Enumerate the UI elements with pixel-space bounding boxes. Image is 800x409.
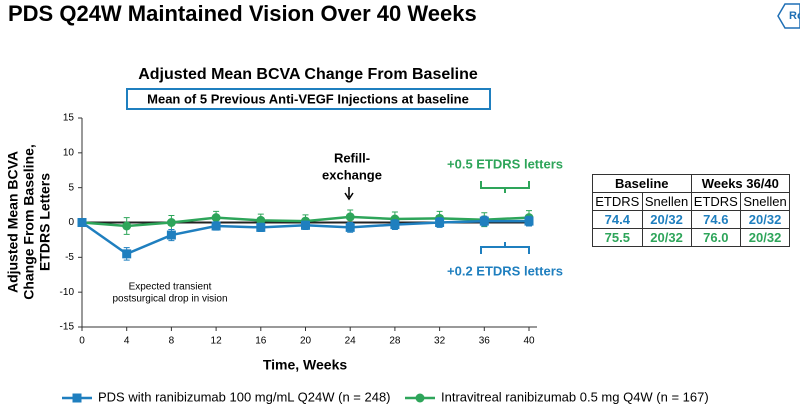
table-cell: 74.4 xyxy=(592,210,643,229)
x-tick-label: 36 xyxy=(479,336,491,347)
y-tick-label: -15 xyxy=(60,322,75,333)
marker xyxy=(211,213,221,223)
x-tick-label: 8 xyxy=(169,336,175,347)
marker xyxy=(345,222,355,232)
page-title: PDS Q24W Maintained Vision Over 40 Weeks xyxy=(8,1,477,26)
marker xyxy=(256,222,266,232)
marker xyxy=(122,221,132,231)
marker xyxy=(166,218,176,227)
table-cell: ETDRS xyxy=(592,192,643,211)
x-tick-label: 12 xyxy=(211,336,223,347)
annotation: +0.5 ETDRS letters xyxy=(447,156,563,171)
annotation: Expected transient xyxy=(129,282,212,293)
x-tick-label: 4 xyxy=(124,336,130,347)
marker xyxy=(479,216,489,226)
arrow xyxy=(344,187,354,201)
marker xyxy=(524,216,534,226)
annotation: Refill- xyxy=(334,150,370,165)
table-cell: Snellen xyxy=(641,192,692,211)
table-header: Baseline xyxy=(592,174,692,193)
x-tick-label: 28 xyxy=(389,336,401,347)
table-cell: 74.6 xyxy=(690,210,742,229)
bracket xyxy=(480,242,530,254)
table-cell: Snellen xyxy=(740,192,790,211)
marker xyxy=(435,218,445,227)
marker xyxy=(77,218,87,227)
summary-table: Baseline Weeks 36/40 ETDRS Snellen ETDRS Sne… xyxy=(592,174,791,247)
chart-subtitle: Mean of 5 Previous Anti-VEGF Injections … xyxy=(147,91,469,106)
annotation: +0.2 ETDRS letters xyxy=(447,263,563,278)
table-cell: 20/32 xyxy=(641,210,692,229)
x-tick-label: 20 xyxy=(300,336,312,347)
marker xyxy=(345,212,355,222)
table-cell: 20/32 xyxy=(740,228,790,247)
x-tick-label: 0 xyxy=(79,336,85,347)
table-cell: ETDRS xyxy=(690,192,742,211)
x-tick-label: 40 xyxy=(523,336,535,347)
annotation: postsurgical drop in vision xyxy=(112,294,227,305)
x-axis-label: Time, Weeks xyxy=(263,357,348,373)
y-tick-label: -5 xyxy=(65,252,74,263)
marker xyxy=(122,249,132,259)
marker xyxy=(211,221,221,231)
y-tick-label: -10 xyxy=(60,287,75,298)
logo-shape xyxy=(777,3,800,29)
table-cell: 20/32 xyxy=(740,210,790,229)
x-tick-label: 16 xyxy=(255,336,267,347)
legend-marker xyxy=(72,393,82,403)
chart-title: Adjusted Mean BCVA Change From Baseline xyxy=(138,66,478,83)
y-tick-label: 5 xyxy=(68,182,74,193)
y-tick-label: 10 xyxy=(63,147,75,158)
y-tick-label: 0 xyxy=(68,217,74,228)
table-cell: 75.5 xyxy=(592,228,643,247)
y-axis-label: Adjusted Mean BCVA xyxy=(5,151,21,293)
subtitle-box xyxy=(126,88,491,110)
y-tick-label: 15 xyxy=(63,113,75,124)
table-header: Weeks 36/40 xyxy=(690,174,791,193)
marker xyxy=(390,220,400,230)
table-cell: 76.0 xyxy=(690,228,742,247)
annotation: exchange xyxy=(322,167,382,182)
x-tick-label: 24 xyxy=(345,336,357,347)
marker xyxy=(301,220,310,230)
logo: Roc xyxy=(789,10,800,22)
marker xyxy=(256,215,266,225)
legend-label: PDS with ranibizumab 100 mg/mL Q24W (n =… xyxy=(98,389,391,404)
x-tick-label: 32 xyxy=(434,336,446,347)
marker xyxy=(166,230,176,240)
legend-label: Intravitreal ranibizumab 0.5 mg Q4W (n =… xyxy=(441,389,709,404)
y-axis-label: ETDRS Letters xyxy=(37,173,53,271)
y-axis-label: Change From Baseline, xyxy=(21,144,37,300)
legend-marker xyxy=(415,393,425,403)
table-cell: 20/32 xyxy=(641,228,692,247)
bracket xyxy=(480,181,530,193)
